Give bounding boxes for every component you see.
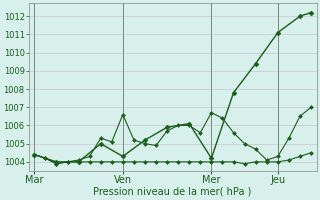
X-axis label: Pression niveau de la mer( hPa ): Pression niveau de la mer( hPa ): [93, 187, 252, 197]
